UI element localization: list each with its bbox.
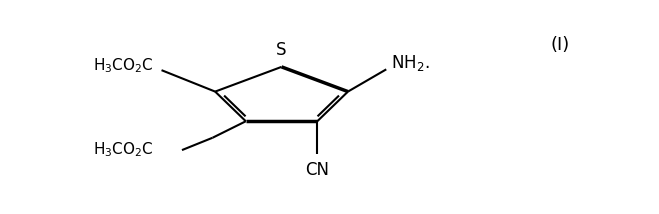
Text: $\mathregular{H_3CO_2C}$: $\mathregular{H_3CO_2C}$ bbox=[92, 141, 154, 159]
Text: $\mathregular{NH_2}$.: $\mathregular{NH_2}$. bbox=[391, 53, 430, 73]
Text: $\mathregular{H_3CO_2C}$: $\mathregular{H_3CO_2C}$ bbox=[92, 57, 154, 75]
Text: (I): (I) bbox=[550, 36, 569, 54]
Text: S: S bbox=[276, 41, 287, 59]
Text: CN: CN bbox=[305, 161, 330, 179]
